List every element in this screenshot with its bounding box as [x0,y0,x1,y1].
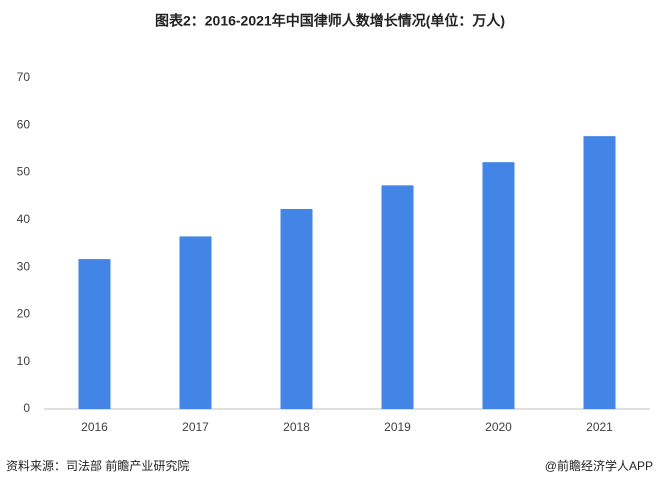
bar [280,208,313,409]
x-tick-label: 2020 [485,420,512,434]
bar [482,162,515,409]
bar [381,185,414,409]
y-tick-label: 70 [17,70,31,84]
y-tick-label: 10 [17,354,31,368]
x-tick-label: 2017 [182,420,209,434]
y-tick-label: 20 [17,307,31,321]
y-tick-label: 40 [17,212,31,226]
x-tick-label: 2021 [586,420,613,434]
x-tick-label: 2018 [283,420,310,434]
y-tick-label: 50 [17,165,31,179]
credit: @前瞻经济学人APP [545,458,653,473]
bar [583,136,616,409]
bar [179,236,212,409]
bar [78,259,111,409]
y-tick-label: 60 [17,117,31,131]
source: 资料来源：司法部 前瞻产业研究院 [6,458,189,473]
chart-title: 图表2：2016-2021年中国律师人数增长情况(单位：万人) [155,13,505,29]
x-tick-label: 2019 [384,420,411,434]
x-tick-label: 2016 [81,420,108,434]
y-tick-label: 30 [17,259,31,273]
y-tick-label: 0 [23,401,30,415]
